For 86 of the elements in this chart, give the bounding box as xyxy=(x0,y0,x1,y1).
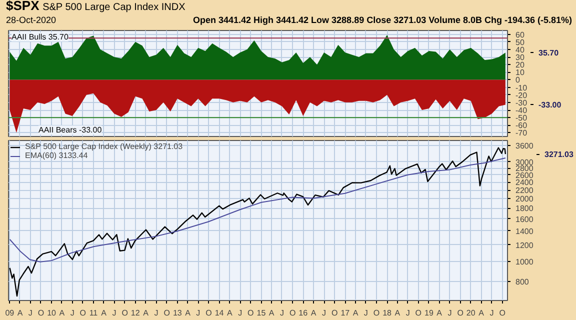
x-tick-label: A xyxy=(352,308,359,318)
y-tick-label: 10 xyxy=(516,68,525,78)
chart-subtitle: S&P 500 Large Cap Index INDX xyxy=(42,2,186,13)
x-tick-label: A xyxy=(310,308,317,318)
x-tick-label: A xyxy=(226,308,233,318)
x-tick-label: A xyxy=(394,308,401,318)
x-tick-label: J xyxy=(448,308,452,318)
x-tick-label: O xyxy=(289,308,296,318)
series-label: AAII Bulls 35.70 xyxy=(12,32,69,42)
y-tick-label: 1200 xyxy=(516,240,534,250)
x-tick-label: J xyxy=(238,308,242,318)
x-tick-label: A xyxy=(59,308,66,318)
x-tick-label: 20 xyxy=(466,308,476,318)
y-tick-label: -60 xyxy=(516,121,528,130)
x-tick-label: J xyxy=(196,308,200,318)
x-tick-label: J xyxy=(490,308,494,318)
x-tick-label: 17 xyxy=(340,308,350,318)
y-tick-label: 20 xyxy=(516,60,525,70)
x-tick-label: 11 xyxy=(89,308,98,318)
y-tick-label: 2400 xyxy=(516,178,534,188)
x-tick-label: J xyxy=(280,308,284,318)
y-tick-label: -70 xyxy=(516,128,528,138)
x-tick-label: O xyxy=(248,308,254,318)
x-tick-label: J xyxy=(112,308,116,318)
x-tick-label: 10 xyxy=(47,308,57,318)
x-tick-label: 13 xyxy=(172,308,182,318)
x-tick-label: 09 xyxy=(5,308,15,318)
text: 28-Oct-2020 xyxy=(6,14,56,26)
x-tick-label: J xyxy=(364,308,368,318)
x-tick-label: O xyxy=(331,308,338,318)
legend-label: S&P 500 Large Cap Index (Weekly) 3271.03 xyxy=(25,142,183,151)
text: -33.00 xyxy=(538,100,562,110)
x-tick-label: J xyxy=(322,308,326,318)
y-tick-label: 2000 xyxy=(516,194,534,204)
y-tick-label: 30 xyxy=(516,53,525,62)
legend-label: EMA(60) 3133.44 xyxy=(25,151,88,160)
y-tick-label: 1400 xyxy=(516,226,534,236)
x-tick-label: 15 xyxy=(256,308,266,318)
y-tick-label: 40 xyxy=(516,45,525,54)
y-tick-label: -30 xyxy=(516,98,528,108)
y-tick-label: 2600 xyxy=(516,170,534,180)
x-tick-label: 12 xyxy=(130,308,140,318)
x-tick-label: 14 xyxy=(214,308,224,318)
y-tick-label: -50 xyxy=(516,114,528,123)
y-tick-label: -40 xyxy=(516,106,528,115)
x-tick-label: J xyxy=(70,308,74,318)
x-tick-label: A xyxy=(478,308,485,318)
y-tick-label: 1000 xyxy=(516,257,534,266)
x-tick-label: A xyxy=(17,308,24,318)
y-tick-label: 1800 xyxy=(516,204,534,214)
x-tick-label: O xyxy=(38,308,44,318)
text: 3271.03 xyxy=(544,150,574,160)
x-tick-label: 19 xyxy=(424,308,434,318)
x-tick-label: J xyxy=(406,308,410,318)
x-tick-label: A xyxy=(185,308,192,318)
x-tick-label: O xyxy=(80,308,86,318)
text: 35.70 xyxy=(538,48,560,58)
x-tick-label: A xyxy=(101,308,108,318)
y-tick-label: 2800 xyxy=(516,164,534,174)
series-label: AAII Bears -33.00 xyxy=(38,126,102,134)
x-tick-label: O xyxy=(457,308,464,318)
text: Open 3441.42 High 3441.42 Low 3288.89 Close 3271.03 Volume 8.0B Chg -194.36 (-5.81%) xyxy=(192,14,572,26)
y-tick-label: 50 xyxy=(516,38,525,47)
x-tick-label: J xyxy=(28,308,32,318)
x-tick-label: O xyxy=(164,308,170,318)
x-tick-label: 18 xyxy=(382,308,392,318)
y-tick-label: 3600 xyxy=(516,141,534,150)
y-tick-label: 3000 xyxy=(516,158,534,167)
y-tick-label: -10 xyxy=(516,83,528,92)
y-tick-label: 2200 xyxy=(516,186,534,196)
y-tick-label: 60 xyxy=(516,30,525,40)
x-tick-label: O xyxy=(206,308,212,318)
x-tick-label: O xyxy=(122,308,128,318)
x-tick-label: 16 xyxy=(298,308,308,318)
y-tick-label: 1600 xyxy=(516,214,534,224)
x-tick-label: O xyxy=(415,308,422,318)
x-tick-label: A xyxy=(143,308,150,318)
x-tick-label: O xyxy=(373,308,380,318)
x-tick-label: A xyxy=(268,308,275,318)
x-tick-label: O xyxy=(499,308,506,318)
x-tick-label: J xyxy=(154,308,158,318)
y-tick-label: 800 xyxy=(516,278,530,287)
x-tick-label: A xyxy=(436,308,443,318)
y-tick-label: -20 xyxy=(516,90,528,100)
y-tick-label: 0 xyxy=(516,76,520,85)
chart-title: $SPX xyxy=(6,0,40,13)
